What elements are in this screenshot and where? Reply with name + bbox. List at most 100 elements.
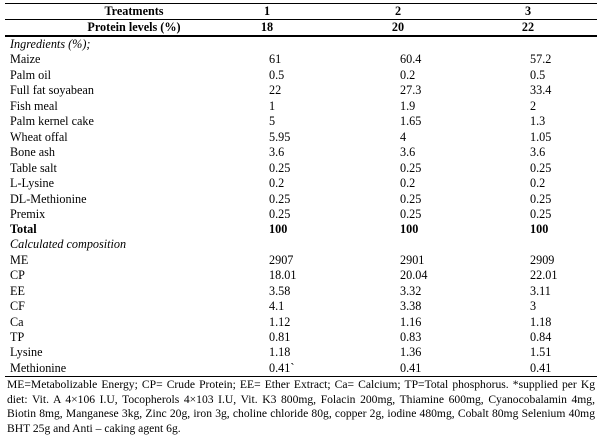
- composition-name: Methionine: [10, 360, 67, 375]
- header-bottom-rule: [5, 35, 597, 37]
- top-rule: [5, 3, 597, 4]
- ingredient-value-2: 0.25: [400, 191, 422, 206]
- composition-value-2: 1.16: [400, 314, 422, 329]
- ingredient-value-2: 3.6: [400, 145, 416, 159]
- composition-row: Ca 1.12 1.16 1.18: [5, 315, 597, 330]
- ingredient-value-2: 1.9: [400, 98, 416, 113]
- total-value-2: 100: [400, 222, 419, 236]
- ingredient-row: Fish meal 1 1.9 2: [5, 99, 597, 114]
- ingredient-value-3: 0.5: [530, 67, 546, 82]
- treatments-label: Treatments: [104, 4, 164, 18]
- protein-level-2: 20: [391, 20, 405, 34]
- composition-value-1: 18.01: [269, 268, 297, 283]
- table-bottom-rule: [5, 376, 597, 377]
- table-footnote: ME=Metabolizable Energy; CP= Crude Prote…: [7, 378, 595, 435]
- ingredient-name: L-Lysine: [10, 176, 55, 190]
- ingredients-section-title: Ingredients (%);: [10, 37, 91, 51]
- ingredient-value-2: 1.65: [400, 114, 422, 128]
- ingredient-value-1: 3.6: [269, 145, 285, 159]
- composition-value-3: 3: [530, 299, 537, 314]
- ingredient-value-2: 27.3: [400, 83, 422, 97]
- composition-value-3: 3.11: [530, 283, 551, 298]
- ingredient-value-3: 0.25: [530, 160, 552, 175]
- ingredient-value-2: 4: [400, 129, 407, 144]
- ingredient-name: DL-Methionine: [10, 191, 87, 206]
- composition-value-2: 3.38: [400, 299, 422, 314]
- ingredient-row: Wheat offal 5.95 4 1.05: [5, 130, 597, 145]
- ingredient-value-2: 0.25: [400, 160, 422, 175]
- total-value-1: 100: [269, 222, 288, 236]
- composition-value-2: 3.32: [400, 283, 422, 298]
- protein-level-3: 22: [521, 20, 535, 34]
- total-label: Total: [10, 222, 37, 236]
- ingredient-row: Bone ash 3.6 3.6 3.6: [5, 145, 597, 160]
- total-value-3: 100: [530, 222, 549, 236]
- composition-name: EE: [10, 283, 25, 298]
- composition-name: Ca: [10, 314, 24, 329]
- ingredient-name: Palm kernel cake: [10, 114, 94, 128]
- ingredient-value-3: 2: [530, 98, 537, 113]
- composition-value-1: 4.1: [269, 299, 285, 314]
- ingredient-value-3: 1.3: [530, 114, 546, 128]
- ingredient-value-2: 0.2: [400, 176, 416, 190]
- ingredient-name: Bone ash: [10, 145, 56, 159]
- ingredient-row: Table salt 0.25 0.25 0.25: [5, 161, 597, 176]
- treatment-1-number: 1: [263, 4, 271, 18]
- ingredient-row: Premix 0.25 0.25 0.25: [5, 207, 597, 222]
- ingredient-name: Fish meal: [10, 98, 58, 113]
- composition-value-2: 20.04: [400, 268, 428, 283]
- ingredient-value-1: 22: [269, 83, 282, 97]
- ingredient-value-1: 0.2: [269, 176, 285, 190]
- treatment-2-number: 2: [394, 4, 402, 18]
- ingredient-value-2: 0.2: [400, 67, 416, 82]
- ingredient-value-1: 5.95: [269, 129, 291, 144]
- composition-name: CP: [10, 268, 25, 283]
- composition-value-3: 2909: [530, 253, 555, 267]
- ingredient-value-3: 0.25: [530, 191, 552, 206]
- total-row: Total 100 100 100: [5, 222, 597, 237]
- ingredient-name: Table salt: [10, 160, 57, 175]
- composition-value-1: 1.18: [269, 345, 291, 360]
- treatment-3-number: 3: [524, 4, 532, 18]
- composition-value-1: 2907: [269, 253, 294, 267]
- composition-row: TP 0.81 0.83 0.84: [5, 330, 597, 345]
- ingredient-row: Maize 61 60.4 57.2: [5, 52, 597, 67]
- ingredient-value-3: 0.25: [530, 207, 552, 221]
- ingredient-value-1: 0.25: [269, 160, 291, 175]
- ingredient-value-1: 61: [269, 52, 282, 66]
- ingredient-value-3: 1.05: [530, 129, 552, 144]
- ingredient-row: DL-Methionine 0.25 0.25 0.25: [5, 192, 597, 207]
- composition-row: CP 18.01 20.04 22.01: [5, 268, 597, 283]
- composition-row: Methionine 0.41` 0.41 0.41: [5, 361, 597, 376]
- composition-name: CF: [10, 299, 25, 314]
- ingredient-name: Full fat soyabean: [10, 83, 94, 97]
- composition-value-2: 1.36: [400, 345, 422, 360]
- composition-value-1: 1.12: [269, 314, 291, 329]
- composition-name: TP: [10, 330, 25, 344]
- composition-value-3: 1.18: [530, 314, 552, 329]
- composition-value-1: 3.58: [269, 283, 291, 298]
- composition-row: ME 2907 2901 2909: [5, 253, 597, 268]
- ingredient-value-3: 33.4: [530, 83, 552, 97]
- ingredient-value-1: 0.5: [269, 67, 285, 82]
- protein-levels-label: Protein levels (%): [87, 20, 181, 34]
- ingredient-value-1: 0.25: [269, 207, 291, 221]
- composition-value-3: 22.01: [530, 268, 558, 283]
- composition-value-1: 0.81: [269, 330, 291, 344]
- ingredient-row: Palm oil 0.5 0.2 0.5: [5, 68, 597, 83]
- composition-row: Lysine 1.18 1.36 1.51: [5, 345, 597, 360]
- ingredient-value-1: 0.25: [269, 191, 291, 206]
- ingredient-value-3: 57.2: [530, 52, 552, 66]
- composition-name: ME: [10, 253, 29, 267]
- composition-value-3: 0.84: [530, 330, 552, 344]
- header-divider-rule: [5, 19, 597, 20]
- protein-levels-row: Protein levels (%) 18 20 22: [5, 20, 597, 35]
- composition-value-1: 0.41`: [269, 360, 295, 375]
- protein-level-1: 18: [260, 20, 274, 34]
- ingredient-value-1: 5: [269, 114, 276, 128]
- ingredient-row: L-Lysine 0.2 0.2 0.2: [5, 176, 597, 191]
- composition-row: EE 3.58 3.32 3.11: [5, 284, 597, 299]
- composition-value-2: 0.41: [400, 360, 422, 375]
- composition-name: Lysine: [10, 345, 43, 360]
